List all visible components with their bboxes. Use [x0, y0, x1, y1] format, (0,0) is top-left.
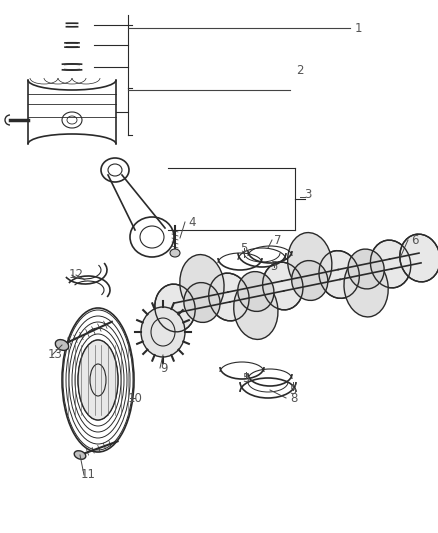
Ellipse shape: [344, 257, 388, 317]
Ellipse shape: [55, 340, 69, 350]
Text: 3: 3: [304, 189, 312, 201]
Ellipse shape: [184, 282, 220, 322]
Ellipse shape: [155, 284, 195, 332]
Text: 12: 12: [68, 269, 84, 281]
Text: 13: 13: [48, 349, 63, 361]
Text: 11: 11: [81, 469, 95, 481]
Ellipse shape: [141, 307, 185, 357]
Ellipse shape: [400, 234, 438, 282]
Text: 4: 4: [188, 215, 196, 229]
Text: 8: 8: [290, 392, 298, 405]
Ellipse shape: [78, 340, 118, 420]
Text: 6: 6: [411, 233, 419, 246]
Ellipse shape: [319, 251, 359, 298]
Ellipse shape: [180, 255, 224, 314]
Ellipse shape: [288, 232, 332, 293]
Ellipse shape: [263, 262, 303, 310]
Text: 5: 5: [242, 372, 250, 384]
Ellipse shape: [74, 451, 86, 459]
Text: 1: 1: [354, 21, 362, 35]
Text: 5: 5: [270, 261, 278, 273]
Ellipse shape: [371, 240, 411, 288]
Ellipse shape: [348, 249, 384, 289]
Text: 5: 5: [240, 241, 247, 254]
Ellipse shape: [292, 261, 328, 301]
Text: 9: 9: [160, 361, 168, 375]
Text: 2: 2: [296, 63, 304, 77]
Ellipse shape: [170, 249, 180, 257]
Text: 10: 10: [127, 392, 142, 405]
Ellipse shape: [238, 272, 274, 311]
Text: 5: 5: [290, 384, 297, 397]
Ellipse shape: [209, 273, 249, 321]
Ellipse shape: [234, 280, 278, 340]
Text: 7: 7: [274, 233, 282, 246]
